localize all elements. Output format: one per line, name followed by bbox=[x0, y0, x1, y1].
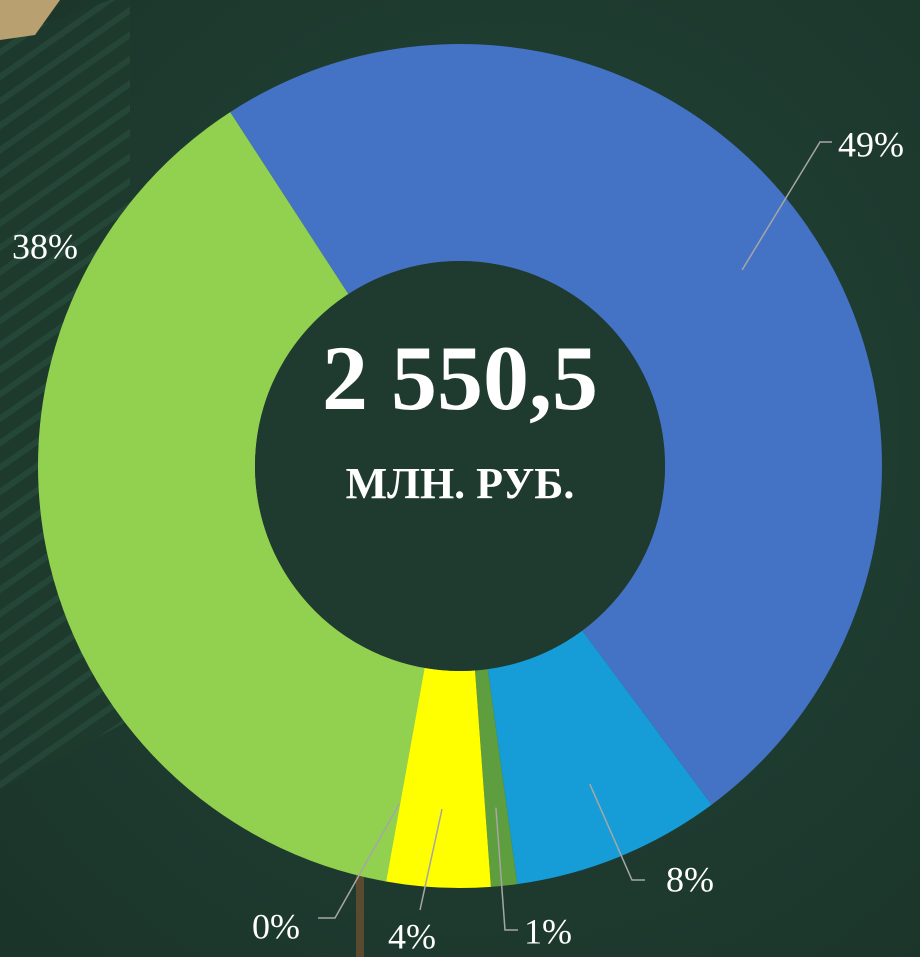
data-label: 1% bbox=[524, 911, 572, 951]
center-unit: МЛН. РУБ. bbox=[346, 459, 575, 508]
data-label: 38% bbox=[12, 226, 78, 266]
data-label: 4% bbox=[388, 916, 436, 956]
data-label: 49% bbox=[838, 124, 904, 164]
data-label: 0% bbox=[252, 906, 300, 946]
data-label: 8% bbox=[666, 859, 714, 899]
chart: 49% 8% 1% 4% 0% 38% 2 550,5 МЛН. РУБ. bbox=[0, 0, 920, 957]
center-value: 2 550,5 bbox=[322, 327, 598, 429]
decor-post bbox=[356, 870, 364, 957]
